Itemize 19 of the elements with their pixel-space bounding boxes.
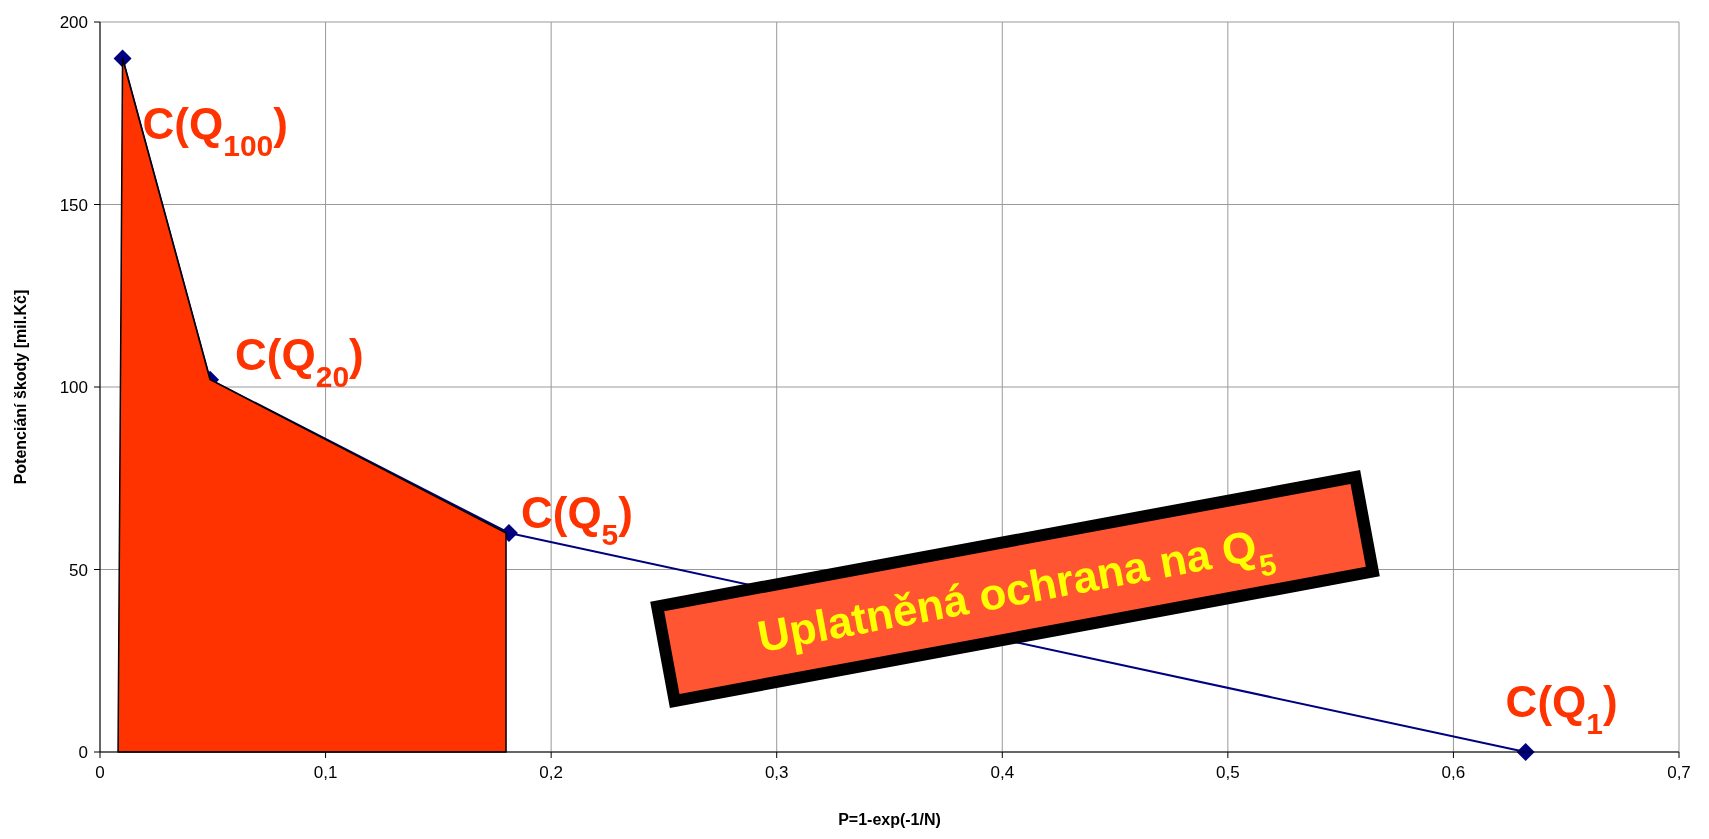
annotation: C(Q$_{20}$) xyxy=(235,329,364,393)
x-tick-label: 0,1 xyxy=(313,763,338,782)
annotation: C(Q$_{5}$) xyxy=(520,488,633,551)
x-tick-label: 0,3 xyxy=(764,763,789,782)
annotation: C(Q$_{1}$) xyxy=(1505,677,1618,740)
x-tick-label: 0,7 xyxy=(1667,763,1691,782)
y-tick-label: 50 xyxy=(69,560,88,580)
y-tick-label: 150 xyxy=(59,195,88,215)
x-axis-title: P=1-exp(-1/N) xyxy=(838,811,941,828)
annotation: C(Q$_{100}$) xyxy=(142,98,288,161)
x-tick-label: 0,6 xyxy=(1441,763,1466,782)
x-tick-label: 0 xyxy=(95,763,105,782)
x-tick-label: 0,5 xyxy=(1216,763,1240,782)
y-axis-title: Potenciání škody [mil.Kč] xyxy=(12,289,29,485)
y-tick-label: 0 xyxy=(78,743,88,762)
x-tick-label: 0,2 xyxy=(539,763,563,782)
x-tick-label: 0,4 xyxy=(990,763,1015,782)
y-tick-label: 100 xyxy=(59,378,88,397)
y-tick-label: 200 xyxy=(59,13,88,32)
